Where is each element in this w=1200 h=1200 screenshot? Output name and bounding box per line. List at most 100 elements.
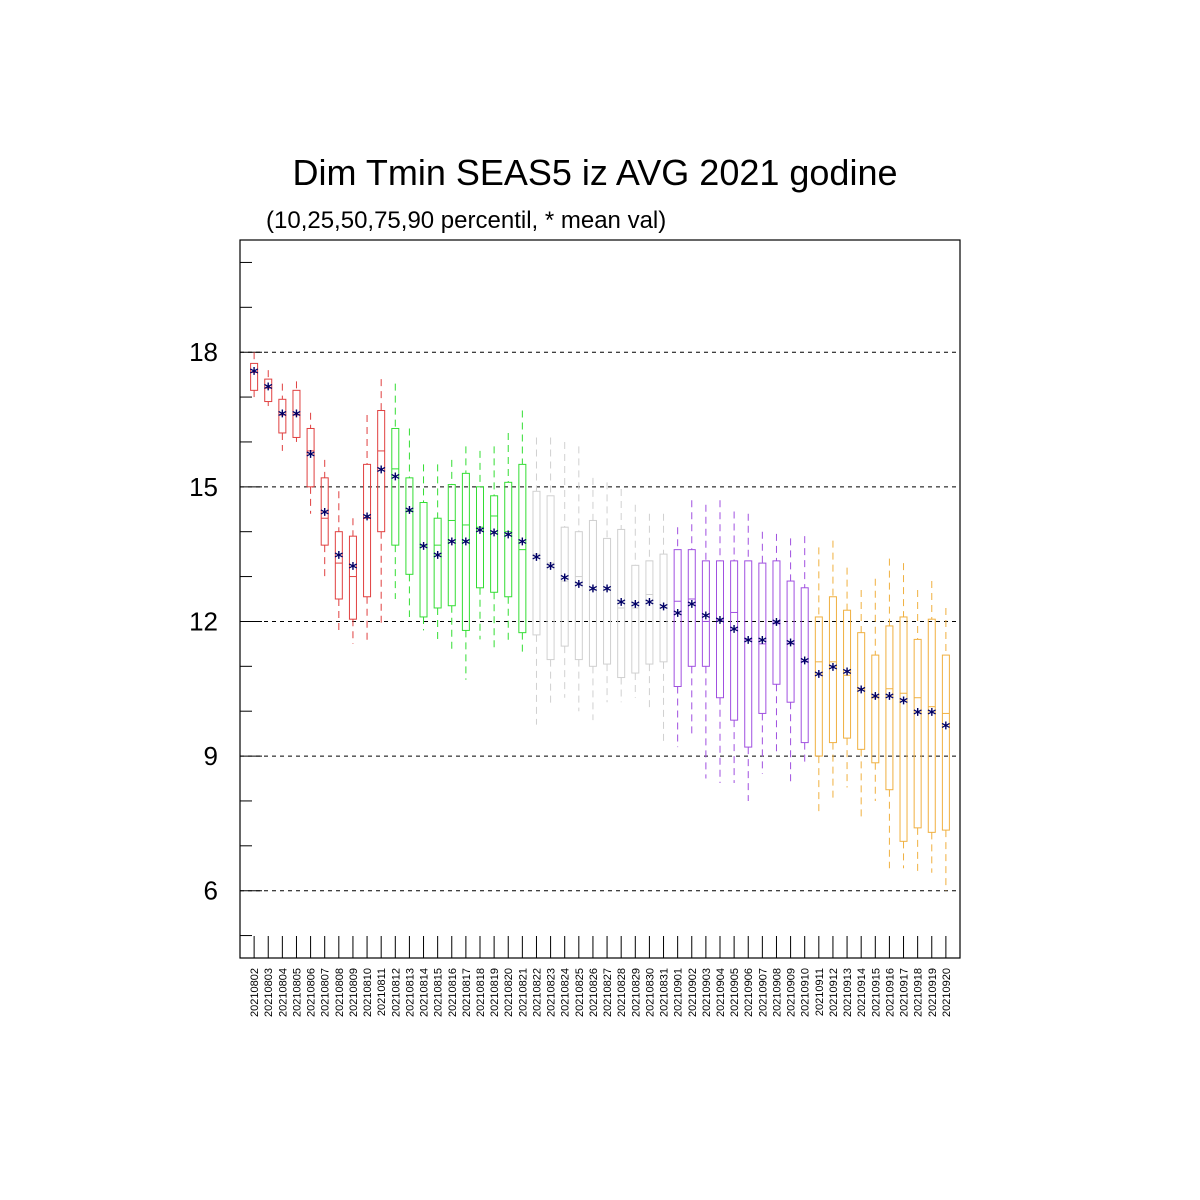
box-iqr (377, 410, 386, 533)
mean-marker: * (250, 364, 259, 384)
x-tick-label: 20210829 (630, 968, 642, 1017)
x-tick-label: 20210904 (715, 968, 727, 1017)
mean-marker: * (476, 524, 485, 544)
box-iqr (800, 587, 809, 744)
x-tick-label: 20210823 (546, 968, 558, 1017)
box-iqr (250, 362, 259, 391)
box-iqr (588, 519, 597, 667)
box-20210831: * (659, 513, 668, 743)
box-iqr (687, 549, 696, 667)
box-20210824: * (560, 441, 569, 698)
mean-marker: * (814, 667, 823, 687)
mean-marker: * (377, 463, 386, 483)
box-20210829: * (631, 504, 640, 698)
box-iqr (701, 560, 710, 667)
mean-marker: * (574, 578, 583, 598)
mean-marker: * (334, 548, 343, 568)
mean-marker: * (447, 535, 456, 555)
x-tick-label: 20210824 (560, 968, 572, 1017)
x-tick-label: 20210916 (884, 968, 896, 1017)
mean-marker: * (772, 616, 781, 636)
box-iqr (899, 616, 908, 842)
chart-title: Dim Tmin SEAS5 iz AVG 2021 godine (293, 152, 898, 193)
box-20210915: * (871, 578, 880, 801)
mean-marker: * (828, 661, 837, 681)
x-tick-label: 20210815 (433, 968, 445, 1017)
box-20210920: * (941, 607, 950, 891)
x-tick-label: 20210818 (475, 968, 487, 1017)
mean-marker: * (603, 582, 612, 602)
box-20210908: * (772, 533, 781, 757)
mean-marker: * (673, 607, 682, 627)
x-tick-label: 20210802 (249, 968, 261, 1017)
box-20210917: * (899, 563, 908, 869)
mean-marker: * (857, 683, 866, 703)
box-20210912: * (828, 540, 837, 801)
mean-marker: * (927, 705, 936, 725)
mean-marker: * (348, 560, 357, 580)
box-20210913: * (843, 567, 852, 788)
box-iqr (461, 472, 470, 631)
box-20210809: * (348, 518, 357, 644)
y-tick-label: 15 (189, 472, 218, 502)
box-20210918: * (913, 590, 922, 873)
mean-marker: * (532, 551, 541, 571)
mean-marker: * (433, 548, 442, 568)
x-tick-label: 20210912 (828, 968, 840, 1017)
box-iqr (617, 528, 626, 679)
mean-marker: * (560, 571, 569, 591)
box-iqr (758, 562, 767, 714)
x-tick-label: 20210831 (659, 968, 671, 1017)
box-20210905: * (730, 511, 739, 783)
box-20210818: * (476, 450, 485, 640)
x-tick-label: 20210811 (376, 968, 388, 1016)
x-tick-label: 20210819 (489, 968, 501, 1017)
box-iqr (772, 560, 781, 685)
box-iqr (292, 389, 301, 438)
x-tick-label: 20210806 (306, 968, 318, 1017)
box-20210803: * (264, 370, 273, 407)
mean-marker: * (687, 598, 696, 618)
x-tick-label: 20210825 (574, 968, 586, 1017)
mean-marker: * (744, 634, 753, 654)
x-tick-label: 20210906 (743, 968, 755, 1017)
box-20210811: * (377, 379, 386, 626)
x-tick-label: 20210817 (461, 968, 473, 1017)
x-tick-label: 20210911 (814, 968, 826, 1016)
x-tick-label: 20210812 (390, 968, 402, 1017)
y-tick-label: 6 (204, 876, 218, 906)
box-20210904: * (716, 500, 725, 783)
box-20210817: * (461, 446, 470, 680)
box-20210807: * (320, 459, 329, 582)
x-tick-label: 20210810 (362, 968, 374, 1017)
box-iqr (476, 486, 484, 589)
mean-marker: * (786, 636, 795, 656)
box-20210805: * (292, 381, 301, 442)
x-tick-label: 20210826 (588, 968, 600, 1017)
mean-marker: * (518, 535, 527, 555)
box-20210909: * (786, 538, 795, 783)
mean-marker: * (617, 595, 626, 615)
x-tick-label: 20210807 (320, 968, 332, 1017)
box-iqr (631, 564, 640, 674)
mean-marker: * (871, 690, 880, 710)
mean-marker: * (941, 719, 950, 739)
box-iqr (334, 531, 343, 600)
box-iqr (306, 427, 315, 488)
x-tick-label: 20210901 (673, 968, 685, 1017)
mean-marker: * (899, 694, 908, 714)
box-20210813: * (405, 428, 414, 617)
x-tick-label: 20210816 (447, 968, 459, 1017)
x-tick-label: 20210828 (616, 968, 628, 1017)
box-20210810: * (363, 415, 372, 644)
box-20210802: * (250, 352, 259, 398)
box-20210819: * (490, 446, 499, 649)
x-tick-label: 20210821 (517, 968, 529, 1017)
x-tick-label: 20210809 (348, 968, 360, 1017)
box-20210821: * (518, 410, 527, 653)
box-iqr (828, 596, 837, 744)
mean-marker: * (363, 510, 372, 530)
mean-marker: * (885, 690, 894, 710)
box-iqr (857, 632, 866, 750)
x-tick-label: 20210920 (941, 968, 953, 1017)
